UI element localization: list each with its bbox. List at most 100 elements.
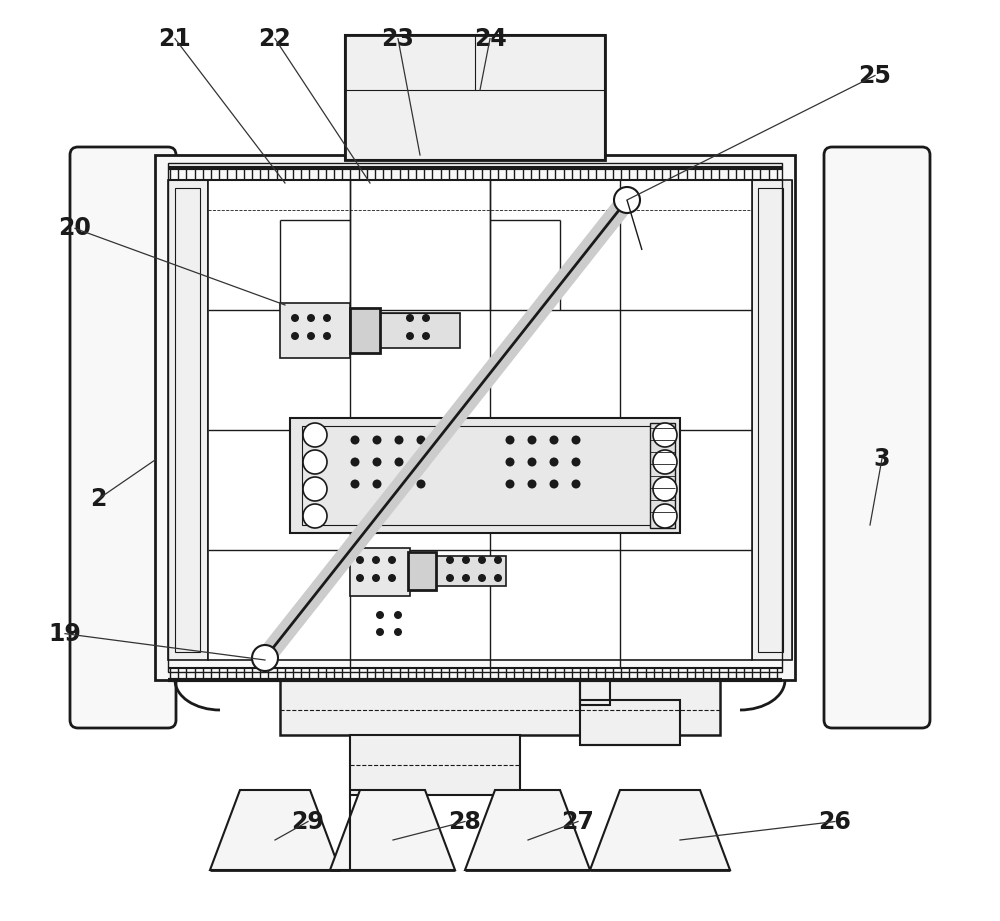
Bar	[208, 180, 752, 660]
Circle shape	[372, 458, 382, 467]
Circle shape	[422, 314, 430, 322]
Bar	[350, 735, 520, 795]
Circle shape	[376, 611, 384, 619]
Circle shape	[303, 504, 327, 528]
Circle shape	[614, 187, 640, 213]
Circle shape	[506, 480, 514, 488]
Text: 19: 19	[49, 622, 81, 646]
Circle shape	[462, 574, 470, 582]
Circle shape	[351, 436, 360, 445]
Bar	[168, 163, 782, 672]
Circle shape	[307, 314, 315, 322]
Bar	[155, 155, 795, 680]
Circle shape	[550, 436, 558, 445]
Circle shape	[372, 436, 382, 445]
Text: 21: 21	[159, 27, 191, 51]
Circle shape	[572, 458, 580, 467]
Circle shape	[388, 574, 396, 582]
Circle shape	[653, 423, 677, 447]
Bar	[580, 700, 680, 745]
Circle shape	[394, 611, 402, 619]
Circle shape	[653, 450, 677, 474]
Circle shape	[394, 458, 404, 467]
Circle shape	[528, 436, 536, 445]
Circle shape	[528, 480, 536, 488]
Text: 2: 2	[90, 487, 106, 511]
Text: 29: 29	[292, 810, 324, 834]
Bar	[436, 556, 506, 586]
Circle shape	[252, 645, 278, 671]
Circle shape	[356, 556, 364, 564]
Bar	[580, 680, 610, 705]
Bar	[752, 180, 792, 660]
Circle shape	[303, 477, 327, 501]
Circle shape	[372, 480, 382, 488]
Circle shape	[303, 450, 327, 474]
Circle shape	[416, 480, 426, 488]
Text: 22: 22	[259, 27, 291, 51]
Circle shape	[323, 314, 331, 322]
Bar	[380, 313, 460, 348]
Bar	[280, 303, 350, 358]
Circle shape	[478, 556, 486, 564]
Text: 20: 20	[59, 216, 91, 240]
Bar	[290, 418, 680, 533]
Polygon shape	[590, 790, 730, 870]
Circle shape	[478, 574, 486, 582]
FancyBboxPatch shape	[70, 147, 176, 728]
Circle shape	[351, 458, 360, 467]
Text: 26: 26	[819, 810, 851, 834]
Circle shape	[323, 332, 331, 340]
Polygon shape	[465, 790, 590, 870]
Circle shape	[446, 556, 454, 564]
Circle shape	[528, 458, 536, 467]
Circle shape	[351, 480, 360, 488]
Circle shape	[416, 436, 426, 445]
Circle shape	[494, 556, 502, 564]
Circle shape	[653, 504, 677, 528]
Circle shape	[376, 628, 384, 636]
Text: 3: 3	[874, 447, 890, 471]
Bar	[280, 680, 720, 735]
Circle shape	[653, 477, 677, 501]
Text: 28: 28	[449, 810, 481, 834]
Circle shape	[303, 423, 327, 447]
Circle shape	[462, 556, 470, 564]
Bar	[650, 423, 675, 528]
Bar	[168, 180, 208, 660]
Circle shape	[550, 458, 558, 467]
Circle shape	[372, 574, 380, 582]
Circle shape	[307, 332, 315, 340]
Circle shape	[422, 332, 430, 340]
Bar	[758, 188, 783, 652]
Circle shape	[572, 480, 580, 488]
Bar	[302, 426, 668, 525]
Circle shape	[356, 574, 364, 582]
Text: 24: 24	[474, 27, 506, 51]
Text: 25: 25	[859, 64, 891, 87]
Circle shape	[388, 556, 396, 564]
Bar	[350, 548, 410, 596]
Circle shape	[394, 628, 402, 636]
Bar	[175, 188, 200, 652]
FancyBboxPatch shape	[824, 147, 930, 728]
Circle shape	[406, 314, 414, 322]
Circle shape	[291, 332, 299, 340]
Circle shape	[550, 480, 558, 488]
Circle shape	[291, 314, 299, 322]
Bar	[345, 35, 605, 160]
Polygon shape	[330, 790, 455, 870]
Circle shape	[506, 458, 514, 467]
Circle shape	[446, 574, 454, 582]
Text: 27: 27	[562, 810, 594, 834]
Circle shape	[406, 332, 414, 340]
Bar	[350, 308, 380, 353]
Bar	[408, 552, 436, 590]
Circle shape	[372, 556, 380, 564]
Polygon shape	[210, 790, 340, 870]
Circle shape	[506, 436, 514, 445]
Circle shape	[572, 436, 580, 445]
Circle shape	[416, 458, 426, 467]
Circle shape	[394, 436, 404, 445]
Text: 23: 23	[382, 27, 414, 51]
